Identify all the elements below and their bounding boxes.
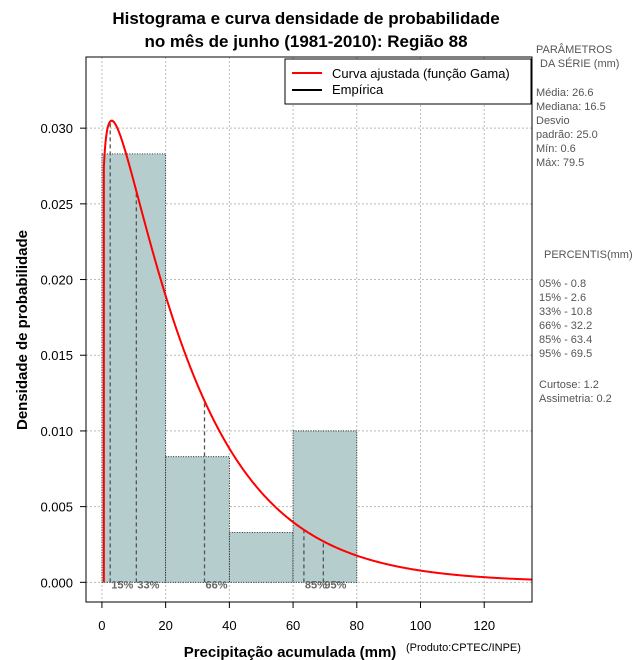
x-axis: 0 20 40 60 80 100 120 <box>98 602 495 633</box>
x-tick-label: 80 <box>350 618 364 633</box>
y-tick-label: 0.020 <box>40 273 73 288</box>
percentile-label: 66% <box>206 579 228 591</box>
kurtosis-line: Curtose: 1.2 <box>539 379 599 391</box>
y-tick-label: 0.025 <box>40 197 73 212</box>
x-tick-label: 60 <box>286 618 300 633</box>
histogram-bars <box>101 153 358 583</box>
percentile-label: 15% <box>111 579 133 591</box>
histogram-bar <box>101 153 167 583</box>
x-tick-label: 120 <box>473 618 495 633</box>
legend-box <box>284 58 532 105</box>
plot-frame <box>85 56 533 603</box>
y-tick-label: 0.030 <box>40 121 73 136</box>
percentile-line: 33% - 10.8 <box>539 306 592 318</box>
param-line: Média: 26.6 <box>536 87 593 99</box>
x-tick-label: 0 <box>98 618 105 633</box>
skewness-line: Assimetria: 0.2 <box>539 393 612 405</box>
x-tick-label: 20 <box>158 618 172 633</box>
y-tick-label: 0.010 <box>40 424 73 439</box>
chart-title-line-2: no mês de junho (1981-2010): Região 88 <box>144 32 467 51</box>
percentis-header: PERCENTIS(mm) <box>544 249 633 261</box>
percentile-line: 66% - 32.2 <box>539 320 592 332</box>
histogram-bar <box>165 456 230 583</box>
param-line: Mín: 0.6 <box>536 143 576 155</box>
chart-title-line-1: Histograma e curva densidade de probabil… <box>112 9 499 28</box>
legend-label-empirical: Empírica <box>332 82 384 97</box>
params-header-1: PARÂMETROS <box>536 43 612 56</box>
percentile-lines: 15% 33% 66% 85%95% <box>109 121 347 591</box>
percentile-label: 85% <box>305 579 327 591</box>
x-axis-title: Precipitação acumulada (mm) <box>184 644 397 660</box>
percentiles-panel: PERCENTIS(mm) 05% - 0.8 15% - 2.6 33% - … <box>539 249 633 405</box>
percentile-line: 85% - 63.4 <box>539 334 592 346</box>
y-axis: 0.000 0.005 0.010 0.015 0.020 0.025 0.030 <box>40 121 86 590</box>
param-line: Desvio <box>536 115 570 127</box>
percentile-line: 05% - 0.8 <box>539 278 586 290</box>
fitted-gamma-curve <box>102 119 532 583</box>
percentile-line: 15% - 2.6 <box>539 292 586 304</box>
y-tick-label: 0.000 <box>40 575 73 590</box>
y-tick-label: 0.005 <box>40 500 73 515</box>
histogram-bar <box>228 531 294 583</box>
percentile-label: 33% <box>137 579 159 591</box>
param-line: Máx: 79.5 <box>536 157 584 169</box>
fitted-curve <box>102 119 532 583</box>
param-line: Mediana: 16.5 <box>536 101 606 113</box>
percentile-line: 95% - 69.5 <box>539 348 592 360</box>
percentile-label: 95% <box>324 579 346 591</box>
param-line: padrão: 25.0 <box>536 129 598 141</box>
y-tick-label: 0.015 <box>40 348 73 363</box>
product-credit: (Produto:CPTEC/INPE) <box>406 642 521 654</box>
series-parameters-panel: PARÂMETROS DA SÉRIE (mm) Média: 26.6 Med… <box>536 43 619 169</box>
y-axis-title: Densidade de probabilidade <box>14 230 31 430</box>
legend-label-fitted: Curva ajustada (função Gama) <box>332 66 510 81</box>
x-tick-label: 40 <box>222 618 236 633</box>
histogram-bar <box>292 430 358 583</box>
params-header-2: DA SÉRIE (mm) <box>540 57 619 70</box>
x-tick-label: 100 <box>410 618 432 633</box>
legend: Curva ajustada (função Gama) Empírica <box>284 58 532 105</box>
